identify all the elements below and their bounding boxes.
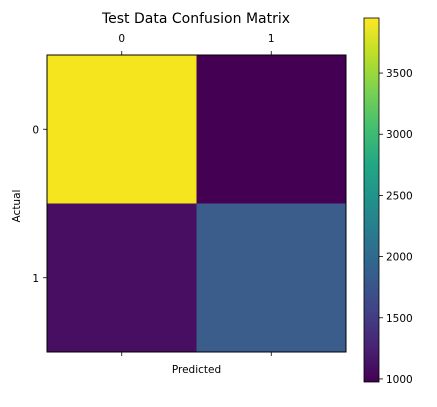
colorbar-tick-label-4: 3000 — [386, 129, 413, 141]
chart-title: Test Data Confusion Matrix — [101, 11, 290, 27]
colorbar-tick-label-3: 2500 — [386, 190, 413, 202]
y-tick-label-1: 1 — [32, 273, 39, 285]
x-tick-label-0: 0 — [118, 33, 125, 45]
x-tick-label-1: 1 — [268, 33, 275, 45]
heatmap-cell-0-0 — [47, 55, 197, 204]
colorbar-tick-label-5: 3500 — [386, 68, 413, 80]
x-axis-label: Predicted — [172, 364, 221, 376]
plot-frame — [46, 54, 347, 353]
colorbar-tick-label-2: 2000 — [386, 252, 413, 264]
y-axis-label: Actual — [11, 190, 23, 223]
colorbar-tick-label-1: 1500 — [386, 313, 413, 325]
y-tick-label-0: 0 — [32, 124, 39, 136]
colorbar-tick-label-0: 1000 — [386, 374, 413, 386]
heatmap-cell-1-1 — [196, 203, 347, 353]
heatmap-cell-1-0 — [47, 203, 197, 353]
heatmap-cell-0-1 — [196, 55, 347, 204]
colorbar — [363, 17, 380, 383]
